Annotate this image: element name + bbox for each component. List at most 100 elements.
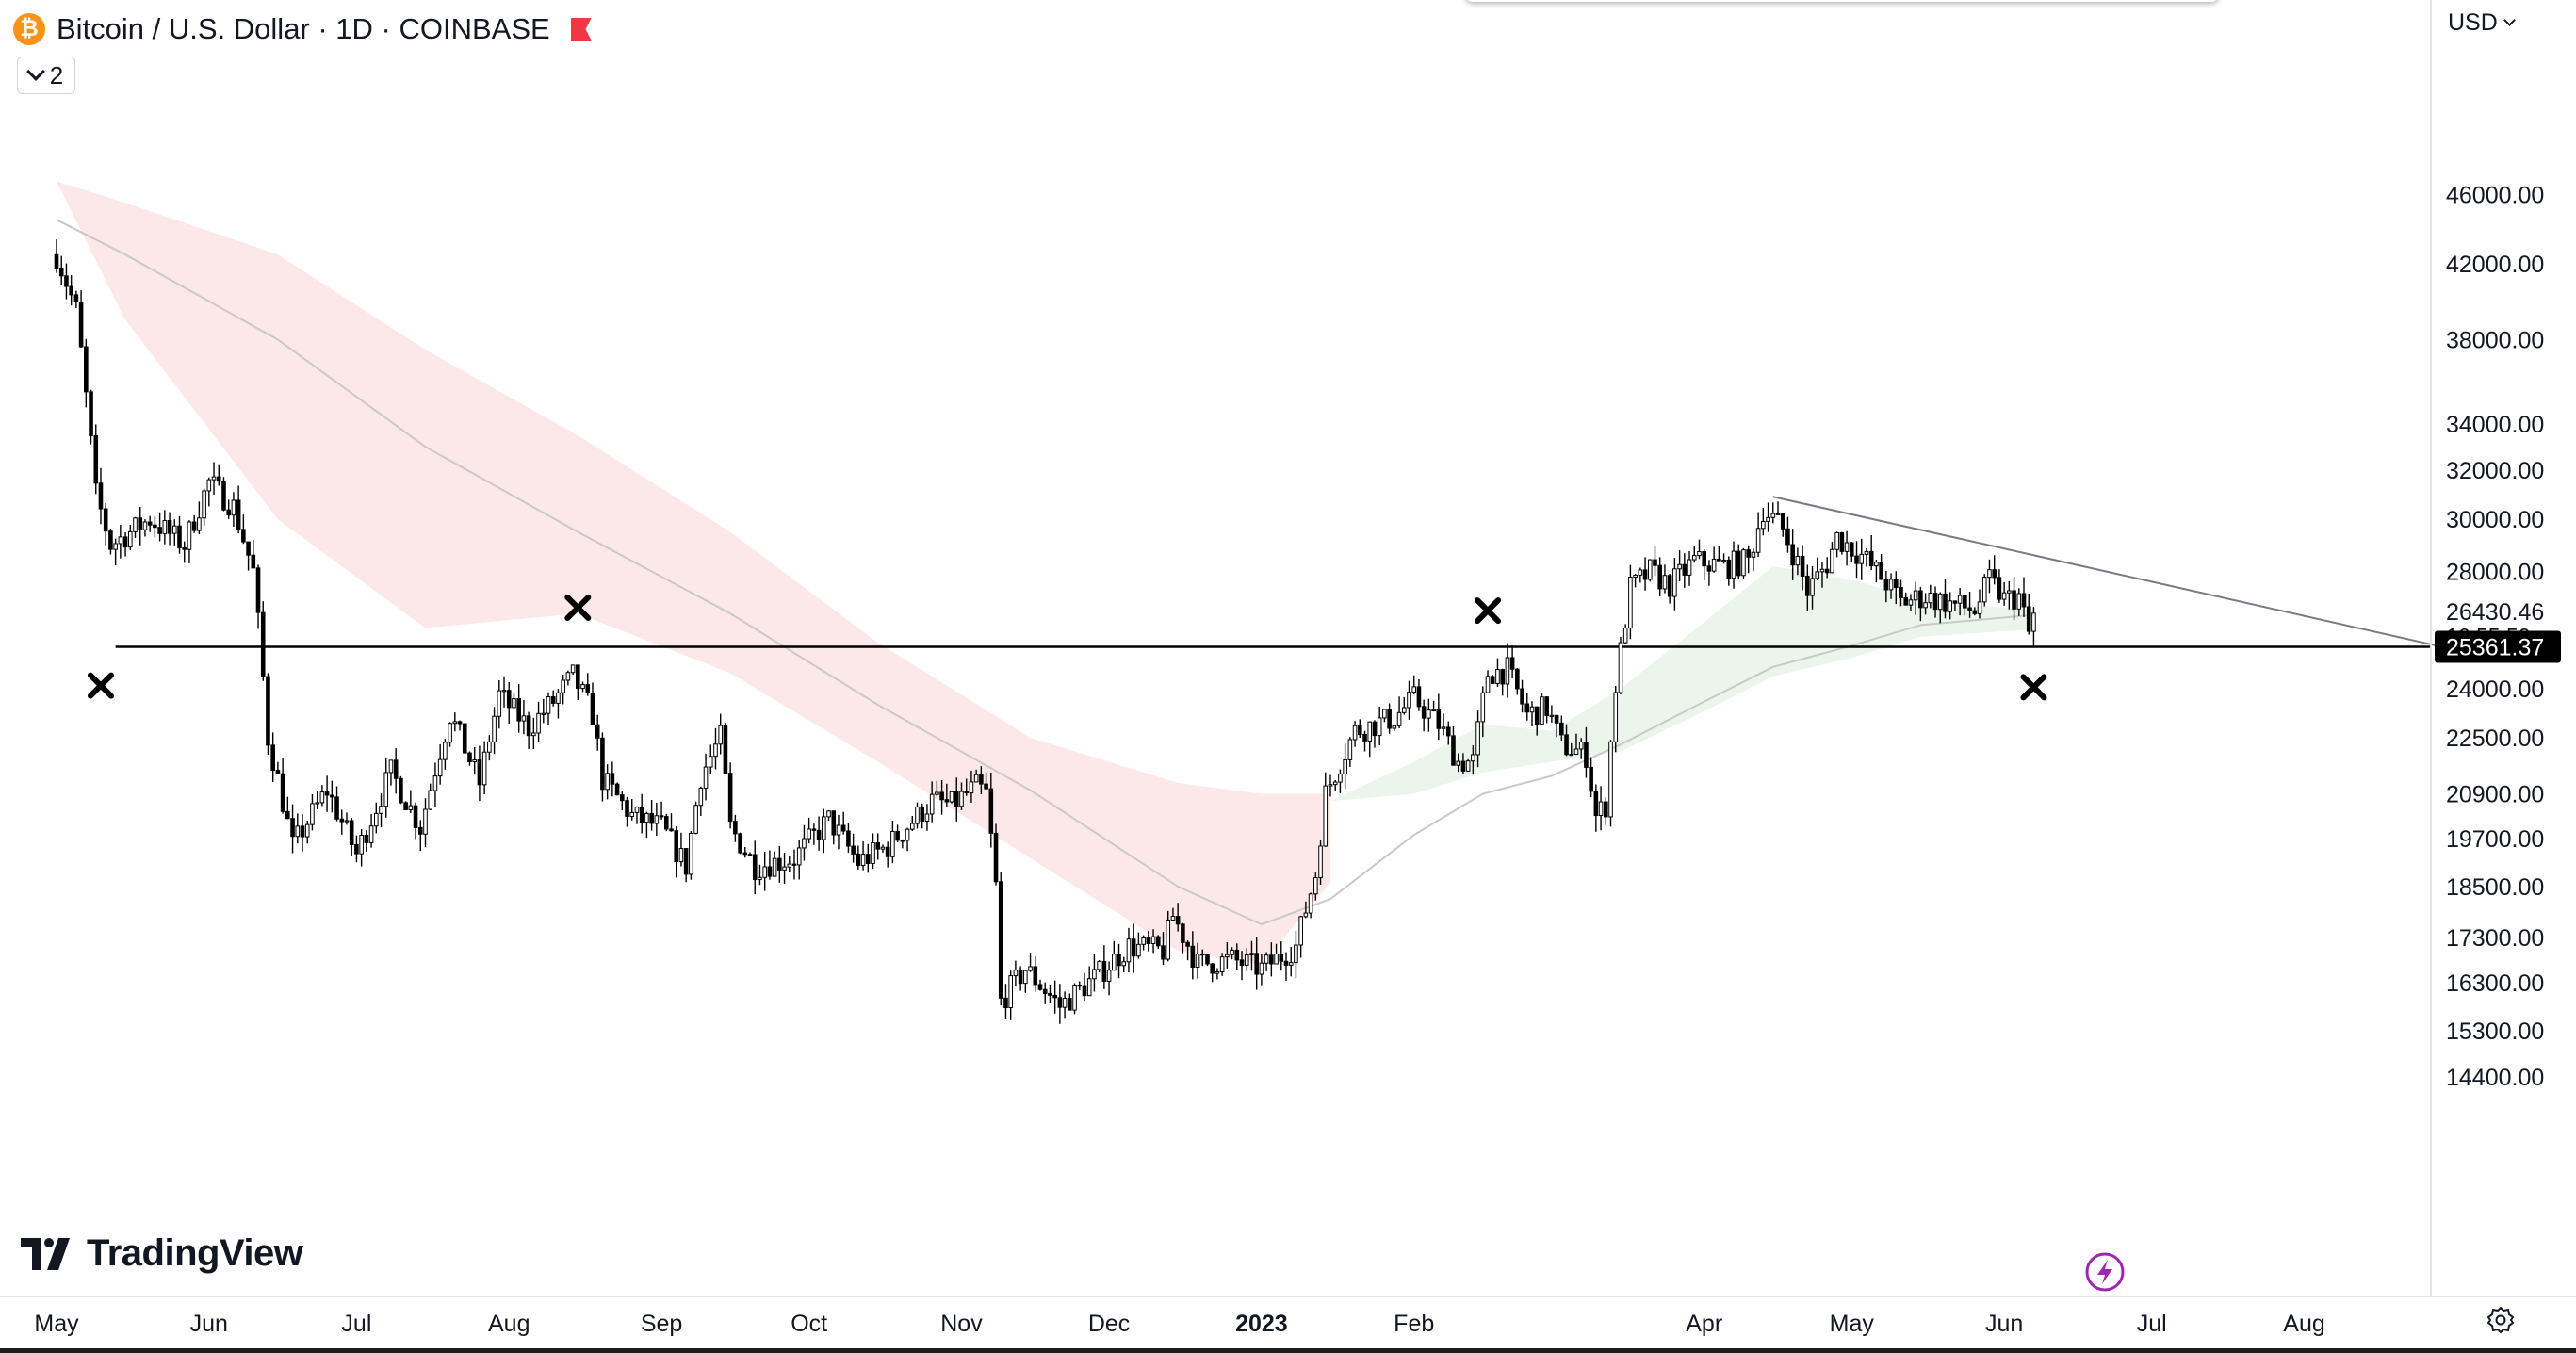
candle [182,541,187,563]
tradingview-logo[interactable]: TradingView [21,1232,303,1275]
candle [546,692,551,725]
candle [1844,530,1850,566]
candle-body-bear [846,830,851,847]
line-price-tag [2435,630,2561,663]
candle-body-bull [1343,758,1347,774]
candle [629,799,635,821]
candle [84,338,89,408]
candle [521,700,527,735]
candle-body-bull [1731,550,1736,579]
candle [1687,551,1692,586]
candle [285,796,290,820]
candle [1244,948,1249,971]
candle [1485,670,1491,693]
candle-body-bear [467,752,472,763]
candle-body-bull [924,813,930,822]
candle-body-bull [629,811,635,817]
candle-body-bear [1131,938,1136,957]
candle-body-bear [417,826,423,835]
candle-body-bear [1972,610,1978,614]
candle [1628,564,1633,640]
candle [875,833,881,860]
candle-body-bear [300,825,305,838]
candle [1967,592,1972,618]
currency-selector[interactable]: USD [2448,9,2516,37]
candle-body-bull [1112,954,1117,971]
candle-body-bear [2026,606,2031,632]
candle [1313,872,1318,901]
candle [871,833,875,870]
candle-body-bear [1068,998,1072,1011]
candle [1918,586,1923,622]
settings-icon[interactable] [2486,1306,2515,1334]
candle [561,674,565,705]
flag-icon[interactable] [570,18,592,41]
candle [1106,961,1112,996]
candle-body-bull [1264,954,1269,964]
indicators-toggle-button[interactable]: 2 [17,57,75,94]
candle [969,770,974,803]
candle [1839,531,1845,555]
candle [1593,784,1599,832]
candle-body-bull [1028,966,1033,971]
candle-body-bear [733,821,738,835]
candle-body-bear [1963,595,1967,609]
candle [221,477,226,512]
candle-body-bear [98,482,104,510]
candle-body-bear [236,499,241,530]
candle [758,864,762,886]
candle [399,775,403,805]
candle-body-bull [128,530,133,548]
candle-body-bull [1166,919,1171,960]
candle [1239,951,1245,981]
candle-body-bear [738,833,742,854]
candle [1981,574,1987,607]
candle-body-bull [1382,709,1387,719]
candle [241,514,246,545]
candle [1972,607,1978,616]
candle [1613,686,1619,753]
x-stroke [2020,674,2047,701]
candle [1618,636,1623,695]
candle [290,804,295,854]
candle-body-bear [979,774,984,785]
candle [939,780,944,815]
candle [610,761,615,797]
candle-body-bull [1697,551,1702,557]
candle-body-bear [840,824,846,832]
candle-body-bear [1239,959,1245,966]
time-tick-label: Feb [1394,1311,1434,1337]
candle [2016,588,2022,616]
candle [1279,941,1284,971]
candle [1037,979,1043,991]
candle [226,499,231,519]
candle [1598,786,1604,831]
candle-body-bear [1839,531,1845,552]
lightning-icon[interactable] [2084,1251,2126,1293]
candle [1303,901,1309,919]
candle [1141,935,1146,951]
candle-body-bear [939,791,944,801]
candle-body-bull [197,517,202,531]
candle-body-bear [1048,992,1052,996]
candle-body-bull [1662,575,1668,590]
price-tick-label: 14400.00 [2446,1065,2544,1091]
symbol-title[interactable]: Bitcoin / U.S. Dollar · 1D · COINBASE [57,12,550,45]
candle [368,813,374,848]
candle [1657,557,1663,596]
candle [1377,706,1382,745]
candle [1810,565,1815,610]
candle-body-bull [605,773,610,791]
candle-body-bull [1810,578,1815,596]
candle [1117,943,1121,979]
candle-body-bear [984,783,988,790]
candle [915,802,920,829]
candle-body-bear [1868,550,1874,567]
candle-body-bull [1230,949,1234,955]
candle-body-bull [1618,642,1623,693]
candle-body-bear [1372,721,1378,737]
symbol-header[interactable]: ₿ Bitcoin / U.S. Dollar · 1D · COINBASE [13,9,592,49]
candle-body-bear [1800,555,1805,577]
candle [526,711,531,749]
